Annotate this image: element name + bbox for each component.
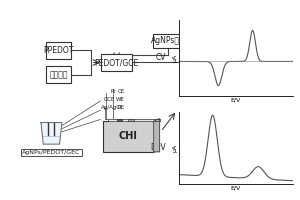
Text: DPV: DPV xyxy=(151,144,166,152)
Text: AgNPs/PEDOT/GEC: AgNPs/PEDOT/GEC xyxy=(22,150,81,155)
FancyBboxPatch shape xyxy=(153,34,183,48)
Y-axis label: μA: μA xyxy=(172,144,177,152)
Polygon shape xyxy=(108,119,160,121)
FancyBboxPatch shape xyxy=(46,66,71,83)
FancyBboxPatch shape xyxy=(128,119,134,121)
Text: CE: CE xyxy=(118,89,125,94)
Text: PEDOT/GCE: PEDOT/GCE xyxy=(94,58,139,67)
Text: RE: RE xyxy=(117,105,124,110)
Y-axis label: μA: μA xyxy=(172,54,177,62)
Text: 玻砖电极: 玻砖电极 xyxy=(49,70,68,79)
FancyBboxPatch shape xyxy=(103,121,154,152)
FancyBboxPatch shape xyxy=(46,42,71,59)
Text: CV: CV xyxy=(156,53,166,62)
Text: AgNPs制备: AgNPs制备 xyxy=(151,36,184,45)
Text: PPEDOT: PPEDOT xyxy=(43,46,74,55)
FancyBboxPatch shape xyxy=(117,119,122,121)
Text: WE: WE xyxy=(116,97,124,102)
Text: AgNPs/PEDOT/GEC: AgNPs/PEDOT/GEC xyxy=(188,58,259,67)
Polygon shape xyxy=(154,119,160,152)
Text: CHI: CHI xyxy=(119,131,138,141)
X-axis label: E/V: E/V xyxy=(230,97,241,102)
Text: GCE: GCE xyxy=(104,97,115,102)
FancyBboxPatch shape xyxy=(101,54,132,71)
Text: Ag/AgCl: Ag/AgCl xyxy=(101,105,122,110)
Text: Pt: Pt xyxy=(111,89,116,94)
Polygon shape xyxy=(41,123,62,144)
X-axis label: E/V: E/V xyxy=(230,185,241,190)
FancyBboxPatch shape xyxy=(204,54,243,71)
